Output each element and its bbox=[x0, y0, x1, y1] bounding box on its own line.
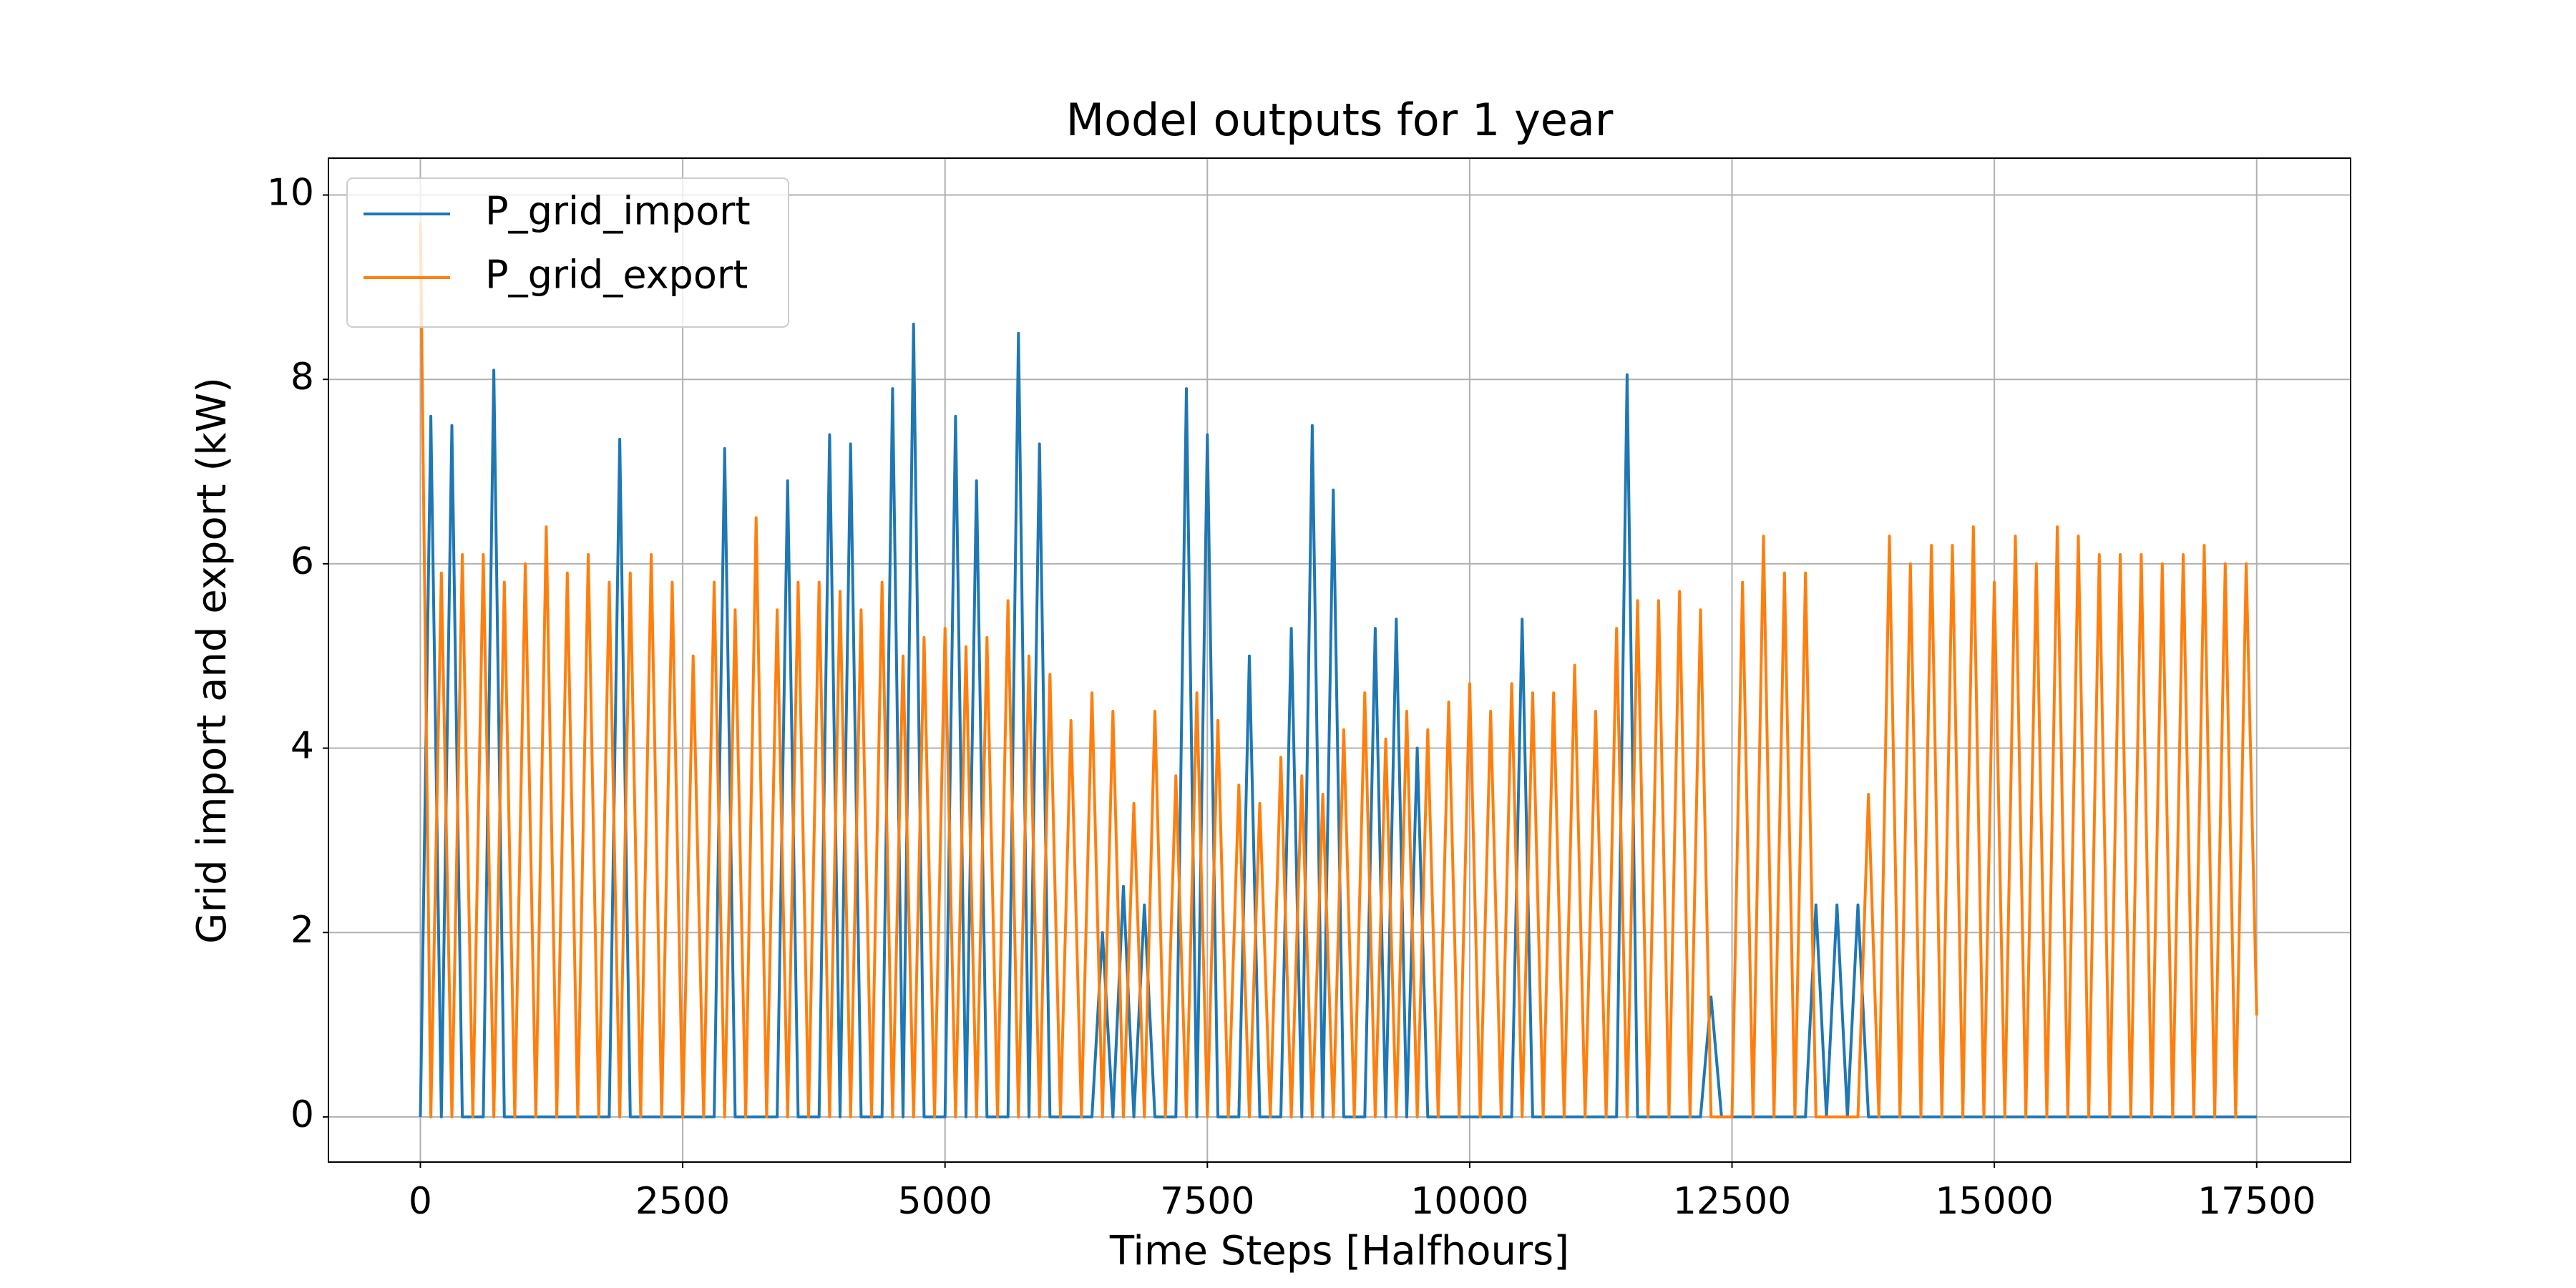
x-axis-label: Time Steps [Halfhours] bbox=[1109, 1228, 1569, 1274]
x-tick-label: 17500 bbox=[2197, 1180, 2316, 1223]
legend-frame bbox=[346, 177, 789, 328]
x-tick-label: 2500 bbox=[635, 1180, 730, 1223]
series-line bbox=[419, 322, 2257, 1118]
chart-title: Model outputs for 1 year bbox=[1066, 94, 1614, 146]
legend-label: P_grid_export bbox=[485, 253, 748, 298]
x-tick-label: 10000 bbox=[1410, 1180, 1528, 1223]
y-tick-label: 2 bbox=[291, 909, 314, 952]
y-tick-label: 4 bbox=[291, 725, 314, 768]
y-tick-label: 8 bbox=[291, 356, 314, 399]
plot-frame bbox=[328, 157, 2351, 1163]
y-tick-label: 10 bbox=[267, 172, 314, 215]
y-axis-label: Grid import and export (kW) bbox=[189, 377, 235, 944]
x-tick-label: 5000 bbox=[898, 1180, 992, 1223]
x-tick-label: 15000 bbox=[1935, 1180, 2053, 1223]
x-tick-label: 12500 bbox=[1673, 1180, 1791, 1223]
y-tick-label: 0 bbox=[291, 1093, 314, 1136]
x-tick-label: 0 bbox=[409, 1180, 432, 1223]
series-line bbox=[419, 223, 2258, 1118]
legend-label: P_grid_import bbox=[485, 189, 751, 234]
y-tick-label: 6 bbox=[291, 540, 314, 583]
x-tick-label: 7500 bbox=[1160, 1180, 1254, 1223]
